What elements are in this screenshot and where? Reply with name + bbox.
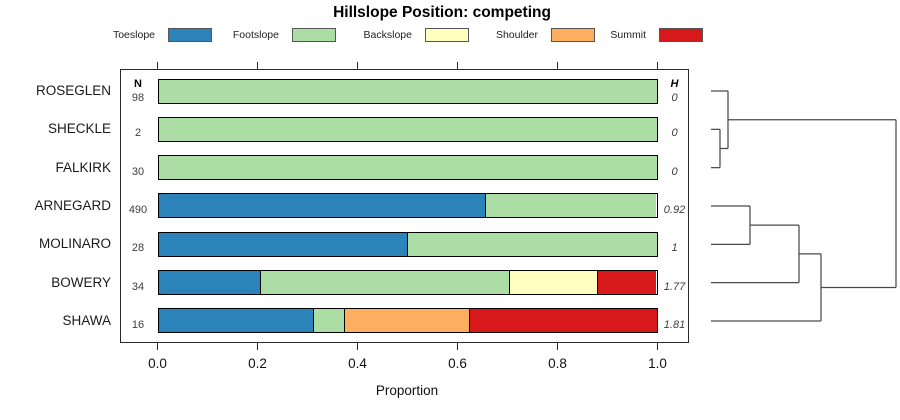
n-column-header: N — [134, 78, 142, 90]
legend-entry: Shoulder — [490, 27, 595, 42]
bar-segment-toeslope — [158, 194, 486, 218]
axis-tick-top — [456, 62, 459, 69]
legend-entry: Footslope — [227, 27, 336, 42]
axis-tick-top — [656, 62, 659, 69]
row-label: MOLINARO — [38, 236, 111, 252]
axis-tick-bottom — [156, 343, 159, 350]
row-label: BOWERY — [51, 274, 111, 290]
legend-entry: Summit — [606, 27, 703, 42]
n-value: 28 — [131, 242, 145, 255]
plot-box — [120, 69, 689, 343]
bar-segment-toeslope — [158, 232, 408, 256]
stacked-bar — [157, 231, 658, 257]
legend-label: Shoulder — [495, 28, 538, 41]
legend-swatch — [168, 27, 212, 42]
h-column-header: H — [670, 78, 679, 90]
n-value: 34 — [131, 280, 145, 293]
axis-tick-label: 0.0 — [148, 356, 167, 371]
axis-tick-top — [556, 62, 559, 69]
bar-segment-backslope — [510, 271, 598, 295]
legend-swatch — [659, 27, 703, 42]
h-value: 0 — [671, 92, 678, 104]
legend-entry: Toeslope — [109, 27, 212, 42]
axis-tick-label: 0.8 — [548, 356, 567, 371]
legend-label: Toeslope — [112, 28, 155, 41]
h-value: 1 — [671, 242, 678, 255]
bar-segment-summit — [597, 271, 657, 295]
stacked-bar — [157, 116, 658, 142]
stacked-bar — [157, 270, 658, 296]
bar-segment-footslope — [314, 309, 346, 333]
n-value: 2 — [134, 127, 142, 140]
axis-tick-bottom — [556, 343, 559, 350]
axis-tick-label: 0.6 — [448, 356, 467, 371]
row-label: FALKIRK — [55, 159, 111, 175]
h-value: 0.92 — [663, 203, 686, 216]
row-label: ROSEGLEN — [35, 83, 111, 98]
legend-swatch — [292, 27, 336, 42]
h-value: 0 — [671, 165, 678, 178]
axis-tick-top — [256, 62, 259, 69]
h-value: 1.77 — [663, 280, 686, 293]
row-label: SHAWA — [62, 312, 111, 328]
row-label: ARNEGARD — [34, 197, 111, 213]
row-label: SHECKLE — [47, 121, 111, 137]
axis-tick-bottom — [256, 343, 259, 350]
bar-segment-toeslope — [158, 309, 315, 333]
stacked-bar — [157, 78, 658, 104]
n-value: 30 — [131, 165, 145, 178]
bar-segment-footslope — [158, 156, 657, 180]
legend-entry: Backslope — [358, 27, 469, 42]
n-value: 98 — [131, 92, 145, 104]
legend-label: Summit — [610, 28, 646, 41]
axis-tick-label: 1.0 — [648, 356, 667, 371]
x-axis-label: Proportion — [375, 383, 439, 398]
h-value: 1.81 — [663, 318, 686, 331]
legend-label: Footslope — [232, 28, 279, 41]
n-value: 490 — [128, 203, 148, 216]
stacked-bar — [157, 193, 658, 219]
axis-tick-top — [156, 62, 159, 69]
axis-tick-bottom — [656, 343, 659, 350]
bar-segment-shoulder — [345, 309, 470, 333]
legend-swatch — [425, 27, 469, 42]
bar-segment-footslope — [261, 271, 511, 295]
bar-segment-footslope — [407, 232, 657, 256]
bar-segment-toeslope — [158, 271, 262, 295]
bar-segment-summit — [469, 309, 657, 333]
n-value: 16 — [131, 318, 145, 331]
stacked-bar — [157, 155, 658, 181]
bar-segment-footslope — [485, 194, 657, 218]
stacked-bar — [157, 308, 658, 334]
chart-title: Hillslope Position: competing — [333, 4, 551, 21]
axis-tick-label: 0.4 — [348, 356, 367, 371]
legend-swatch — [551, 27, 595, 42]
axis-tick-top — [356, 62, 359, 69]
axis-tick-bottom — [456, 343, 459, 350]
axis-tick-bottom — [356, 343, 359, 350]
legend-label: Backslope — [363, 28, 412, 41]
bar-segment-footslope — [158, 79, 657, 103]
axis-tick-label: 0.2 — [248, 356, 267, 371]
bar-segment-footslope — [158, 117, 657, 141]
h-value: 0 — [671, 127, 678, 140]
